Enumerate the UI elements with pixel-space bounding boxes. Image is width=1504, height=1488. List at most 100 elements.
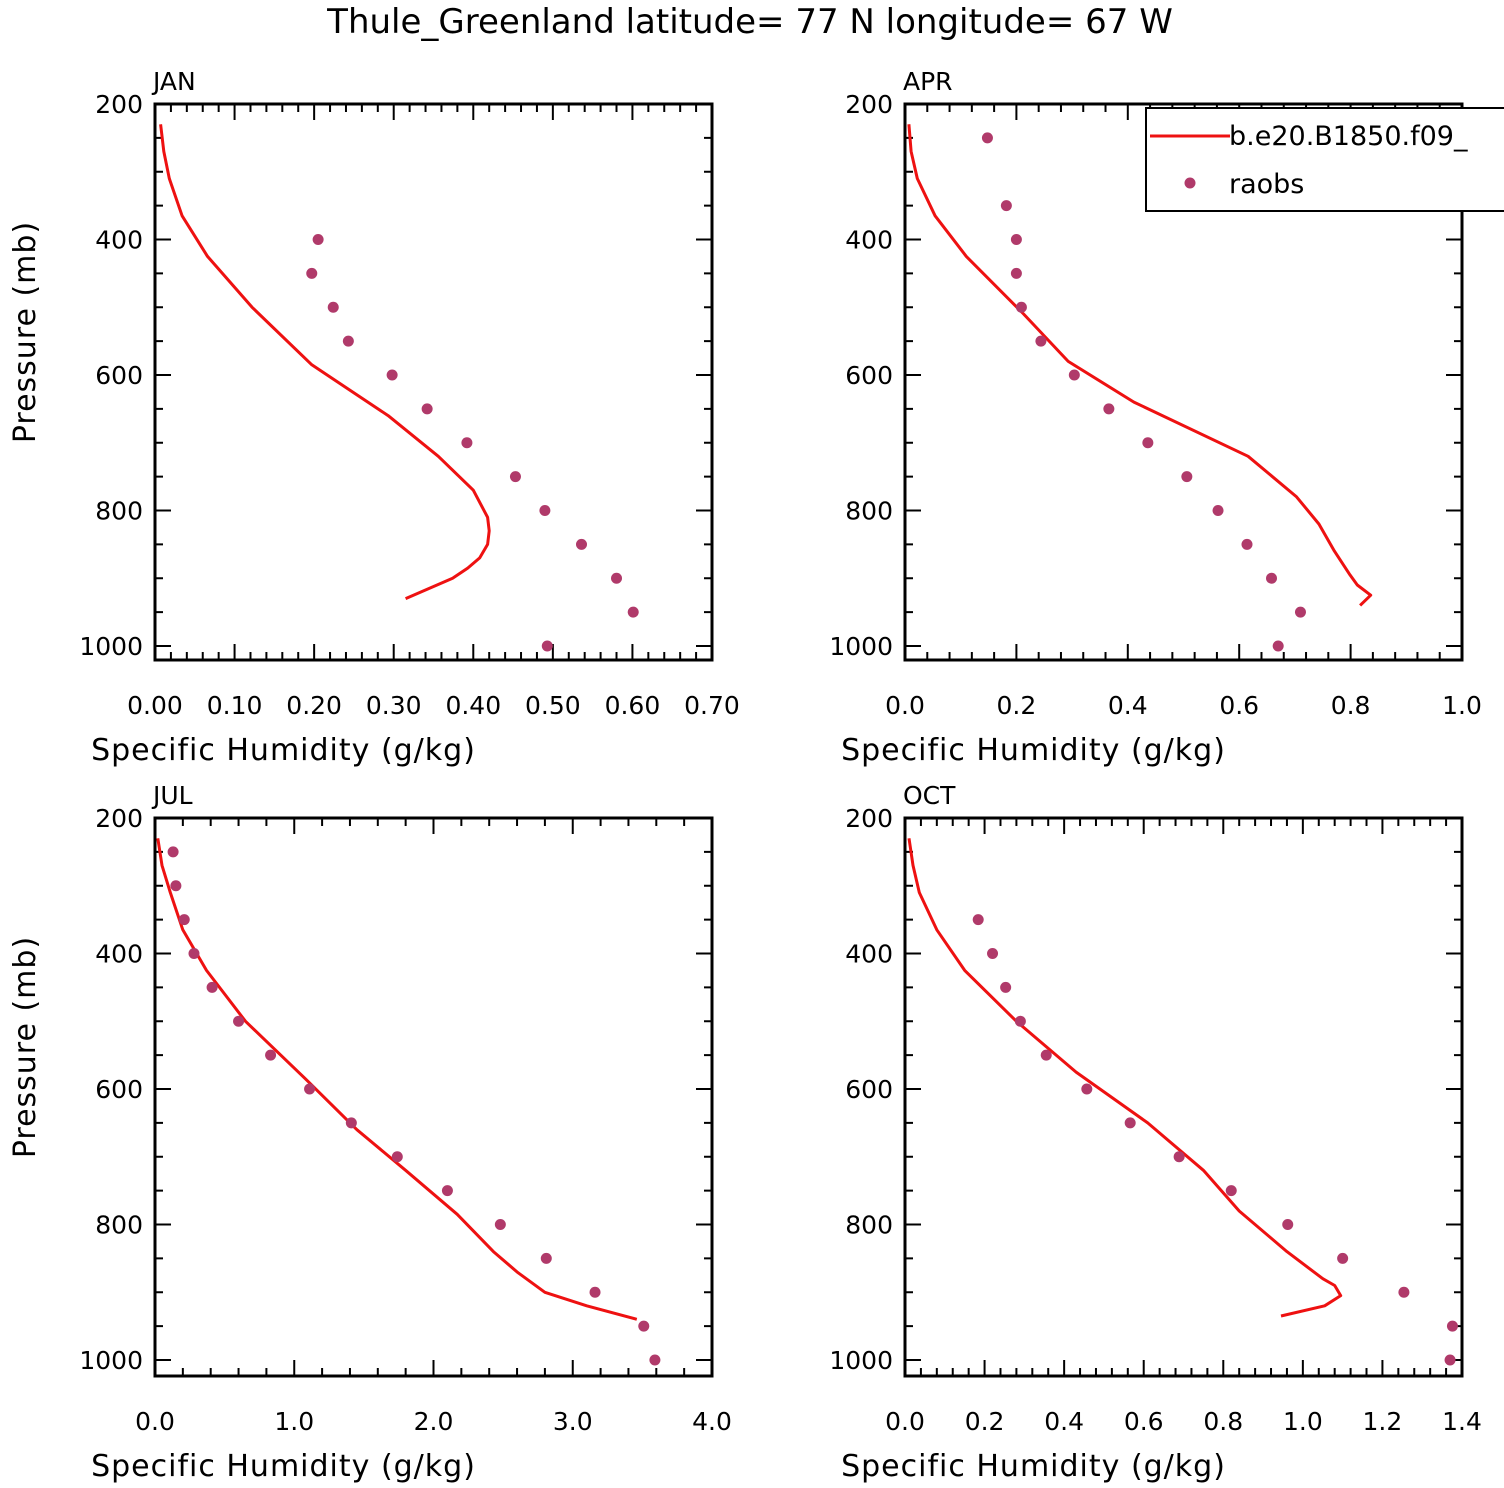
raobs-point	[312, 234, 324, 245]
y-tick-label: 200	[845, 90, 893, 119]
x-tick-label: 0.60	[605, 691, 661, 720]
y-tick-label: 600	[95, 361, 143, 390]
raobs-point	[627, 606, 639, 618]
y-axis-label: Pressure (mb)	[8, 221, 43, 443]
raobs-point	[1068, 369, 1080, 381]
x-tick-label: 1.0	[1442, 691, 1482, 720]
x-tick-label: 0.40	[445, 691, 501, 720]
raobs-point	[461, 437, 473, 449]
raobs-point	[649, 1354, 661, 1366]
legend: b.e20.B1850.f09_ raobs	[1145, 107, 1504, 212]
legend-box	[1145, 107, 1504, 212]
raobs-point	[1142, 437, 1154, 449]
raobs-point	[1103, 403, 1115, 415]
x-tick-label: 0.30	[366, 691, 422, 720]
x-tick-label: 0.0	[885, 1407, 925, 1436]
raobs-point	[1014, 1015, 1026, 1027]
x-tick-label: 1.0	[274, 1407, 314, 1436]
panel-label: JAN	[151, 67, 196, 96]
legend-model-label: b.e20.B1850.f09_	[1229, 121, 1468, 152]
panel-label: OCT	[903, 781, 956, 810]
y-tick-label: 400	[95, 226, 143, 255]
plot-frame	[153, 816, 714, 1378]
x-tick-label: 0.50	[525, 691, 581, 720]
raobs-point	[1212, 505, 1224, 516]
x-tick-label: 0.0	[885, 691, 925, 720]
raobs-point	[1173, 1151, 1185, 1163]
raobs-point	[167, 846, 179, 858]
y-tick-label: 400	[845, 226, 893, 255]
raobs-point	[233, 1015, 245, 1027]
panels: 200 400 600 800 1000 0.00 0.10 0.20 0.30 0.40 0.50…	[8, 67, 1482, 1484]
raobs-point	[304, 1083, 316, 1095]
raobs-point	[1010, 234, 1022, 245]
y-tick-label: 600	[845, 1075, 893, 1104]
raobs-point	[1000, 981, 1012, 993]
raobs-point	[1282, 1219, 1294, 1230]
x-tick-label: 3.0	[553, 1407, 593, 1436]
plot-frame	[903, 816, 1464, 1378]
raobs-point	[345, 1117, 357, 1129]
x-tick-label: 1.0	[1283, 1407, 1323, 1436]
y-tick-label: 200	[845, 804, 893, 833]
y-tick-label: 600	[845, 361, 893, 390]
raobs-point	[1272, 640, 1284, 652]
raobs-point	[188, 948, 200, 959]
raobs-point	[972, 914, 984, 926]
raobs-point	[421, 403, 433, 415]
raobs-point	[386, 369, 398, 381]
raobs-point	[265, 1049, 277, 1061]
y-axis-label: Pressure (mb)	[8, 936, 43, 1158]
x-tick-label: 2.0	[414, 1407, 454, 1436]
y-tick-label: 1000	[79, 632, 143, 661]
raobs-point	[987, 948, 999, 959]
raobs-point	[1266, 572, 1278, 584]
x-axis-label: Specific Humidity (g/kg)	[91, 1449, 476, 1484]
x-axis-label: Specific Humidity (g/kg)	[841, 733, 1226, 768]
raobs-point	[1294, 606, 1306, 618]
raobs-point	[441, 1185, 453, 1197]
x-tick-label: 0.8	[1331, 691, 1371, 720]
raobs-point	[1225, 1185, 1237, 1197]
x-tick-label: 0.8	[1203, 1407, 1243, 1436]
y-tick-label: 200	[95, 804, 143, 833]
raobs-point	[1181, 471, 1193, 483]
raobs-point	[539, 505, 551, 516]
x-tick-label: 0.6	[1219, 691, 1259, 720]
y-tick-label: 1000	[79, 1346, 143, 1375]
raobs-point	[1010, 267, 1022, 279]
y-tick-label: 800	[95, 1211, 143, 1240]
x-tick-label: 0.70	[684, 691, 740, 720]
raobs-point	[391, 1151, 403, 1163]
x-axis-label: Specific Humidity (g/kg)	[91, 733, 476, 768]
raobs-point	[540, 1252, 552, 1264]
y-tick-label: 400	[845, 940, 893, 969]
raobs-point	[178, 914, 190, 926]
raobs-point	[306, 267, 318, 279]
raobs-point	[576, 538, 588, 550]
model-profile-line	[156, 838, 638, 1321]
raobs-point	[1040, 1049, 1052, 1061]
raobs-point	[1015, 301, 1027, 313]
x-axis-label: Specific Humidity (g/kg)	[841, 1449, 1226, 1484]
x-tick-label: 1.2	[1363, 1407, 1403, 1436]
plot-frame	[903, 102, 1464, 662]
x-tick-label: 0.4	[1044, 1407, 1084, 1436]
panel-jan: 200 400 600 800 1000 0.00 0.10 0.20 0.30 0.40 0.50…	[8, 67, 740, 768]
raobs-point	[170, 880, 182, 892]
raobs-point	[611, 572, 623, 584]
raobs-point	[494, 1219, 506, 1230]
raobs-point	[589, 1286, 601, 1298]
x-tick-label: 0.10	[207, 691, 263, 720]
model-profile-line	[907, 124, 1373, 607]
raobs-point	[1241, 538, 1253, 550]
raobs-point	[342, 335, 354, 347]
x-tick-label: 0.6	[1124, 1407, 1164, 1436]
x-tick-label: 0.00	[127, 691, 183, 720]
figure-title: Thule_Greenland latitude= 77 N longitude…	[326, 2, 1173, 42]
raobs-point	[638, 1320, 650, 1332]
x-tick-label: 4.0	[692, 1407, 732, 1436]
panel-oct: 200 400 600 800 1000 0.0 0.2 0.4 0.6 0.8 1.0 1.2 1.4…	[829, 781, 1482, 1484]
y-tick-label: 400	[95, 940, 143, 969]
